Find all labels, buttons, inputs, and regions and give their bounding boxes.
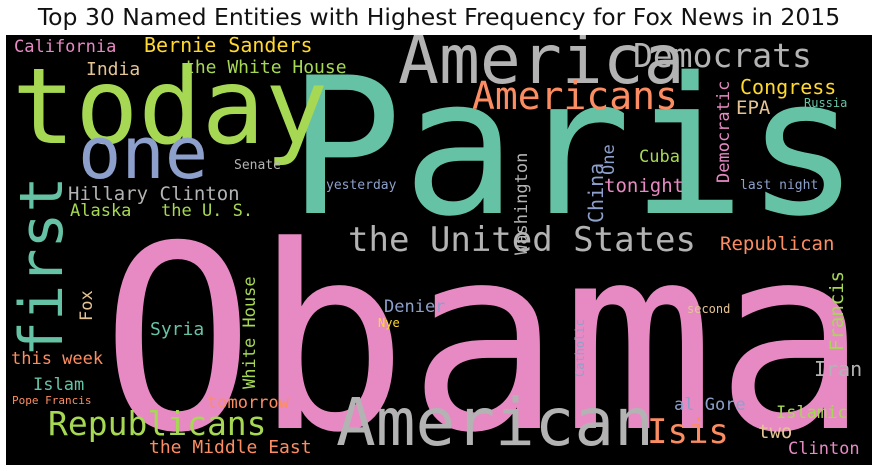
word-california: California xyxy=(14,37,117,57)
word-denier: Denier xyxy=(384,297,446,317)
word-isis: Isis xyxy=(647,412,729,452)
word-republican: Republican xyxy=(720,233,835,255)
word-american: American xyxy=(336,384,654,461)
word-hillary-clinton: Hillary Clinton xyxy=(68,183,240,205)
word-democrats: Democrats xyxy=(633,36,812,75)
word-america: America xyxy=(398,35,685,100)
word-democratic: Democratic xyxy=(714,80,734,183)
word-india: India xyxy=(86,59,141,80)
word-islam: Islam xyxy=(33,375,85,395)
word-epa: EPA xyxy=(736,97,771,119)
word-cloud: Obama Paris today America one American first De… xyxy=(6,35,872,465)
word-tomorrow: tomorrow xyxy=(207,393,289,413)
word-al-gore: al Gore xyxy=(674,395,746,415)
word-two: two xyxy=(758,421,793,443)
word-last-night: last night xyxy=(740,178,819,193)
word-nye: Nye xyxy=(378,316,400,330)
word-one: one xyxy=(78,111,209,195)
word-alaska: Alaska xyxy=(70,201,132,221)
chart-title: Top 30 Named Entities with Highest Frequ… xyxy=(37,3,841,31)
word-pope-francis: Pope Francis xyxy=(12,394,92,407)
word-iran: Iran xyxy=(814,357,863,381)
word-senate: Senate xyxy=(234,158,281,173)
word-islamic: Islamic xyxy=(776,403,848,423)
word-washington: Washington xyxy=(512,152,532,255)
word-obama: Obama xyxy=(101,192,869,465)
word-tonight: tonight xyxy=(604,175,685,197)
word-the-white-house: the White House xyxy=(184,57,347,78)
word-the-united-states: the United States xyxy=(348,220,696,260)
word-syria: Syria xyxy=(150,319,205,340)
word-congress: Congress xyxy=(740,75,837,99)
word-bernie-sanders: Bernie Sanders xyxy=(144,35,313,57)
word-paris: Paris xyxy=(288,37,860,258)
word-americans: Americans xyxy=(472,74,678,118)
word-today: today xyxy=(12,46,329,168)
word-the-u-s: the U. S. xyxy=(161,201,254,221)
word-fox: Fox xyxy=(77,290,97,321)
word-white-house: White House xyxy=(240,276,260,389)
word-republicans: Republicans xyxy=(48,404,267,443)
word-china: China xyxy=(584,162,608,223)
word-catholic: Catholic xyxy=(573,319,587,377)
word-first: first xyxy=(7,176,77,357)
word-yesterday: yesterday xyxy=(326,178,397,193)
word-cuba: Cuba xyxy=(639,147,680,167)
word-second: second xyxy=(687,302,731,316)
word-this-week: this week xyxy=(11,349,104,369)
word-francis: Francis xyxy=(826,270,848,351)
word-clinton: Clinton xyxy=(788,439,860,459)
word-the-middle-east: the Middle East xyxy=(149,437,312,458)
word-russia: Russia xyxy=(804,96,848,110)
